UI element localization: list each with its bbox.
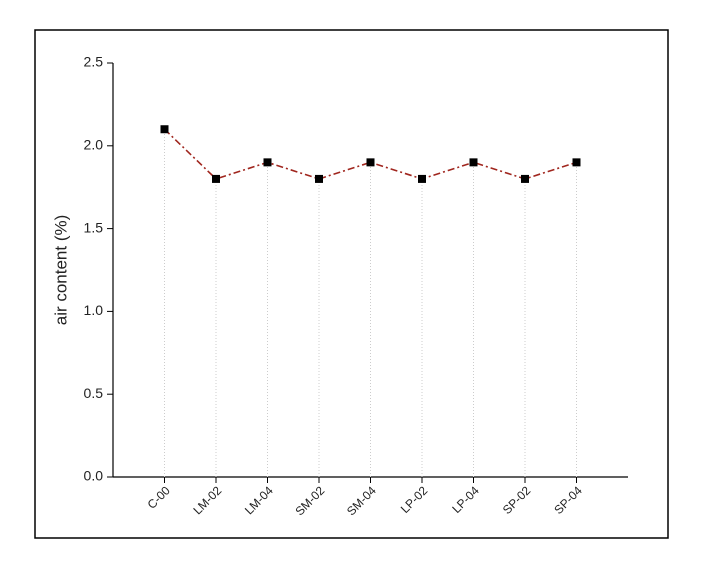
- y-tick-label: 1.5: [84, 219, 104, 235]
- marker: [418, 174, 426, 183]
- x-tick-label: LM-04: [242, 483, 276, 517]
- marker: [263, 158, 272, 167]
- y-tick-label: 2.5: [84, 54, 104, 70]
- x-tick-label: SP-04: [551, 483, 585, 517]
- x-tick-label: C-00: [145, 483, 174, 512]
- y-tick-label: 0.5: [84, 385, 104, 401]
- x-tick-label: SP-02: [500, 483, 534, 517]
- x-tick-label: LP-04: [449, 483, 482, 516]
- line: [163, 128, 577, 180]
- x-tick-label: SM-04: [344, 483, 379, 518]
- y-axis-label: air content (%): [51, 215, 70, 326]
- x-tick-label: LP-02: [398, 483, 431, 516]
- x-tick-label: LM-02: [190, 483, 224, 517]
- y-tick-label: 0.0: [84, 468, 104, 484]
- marker: [366, 158, 375, 167]
- marker: [160, 125, 169, 134]
- x-tick-label: SM-02: [292, 483, 327, 518]
- marker: [469, 158, 478, 167]
- marker: [521, 174, 529, 183]
- y-tick-label: 2.0: [84, 137, 104, 153]
- y-tick-label: 1.0: [84, 302, 104, 318]
- marker: [315, 174, 323, 183]
- frame: [34, 29, 669, 539]
- marker: [212, 174, 220, 183]
- marker: [572, 158, 581, 167]
